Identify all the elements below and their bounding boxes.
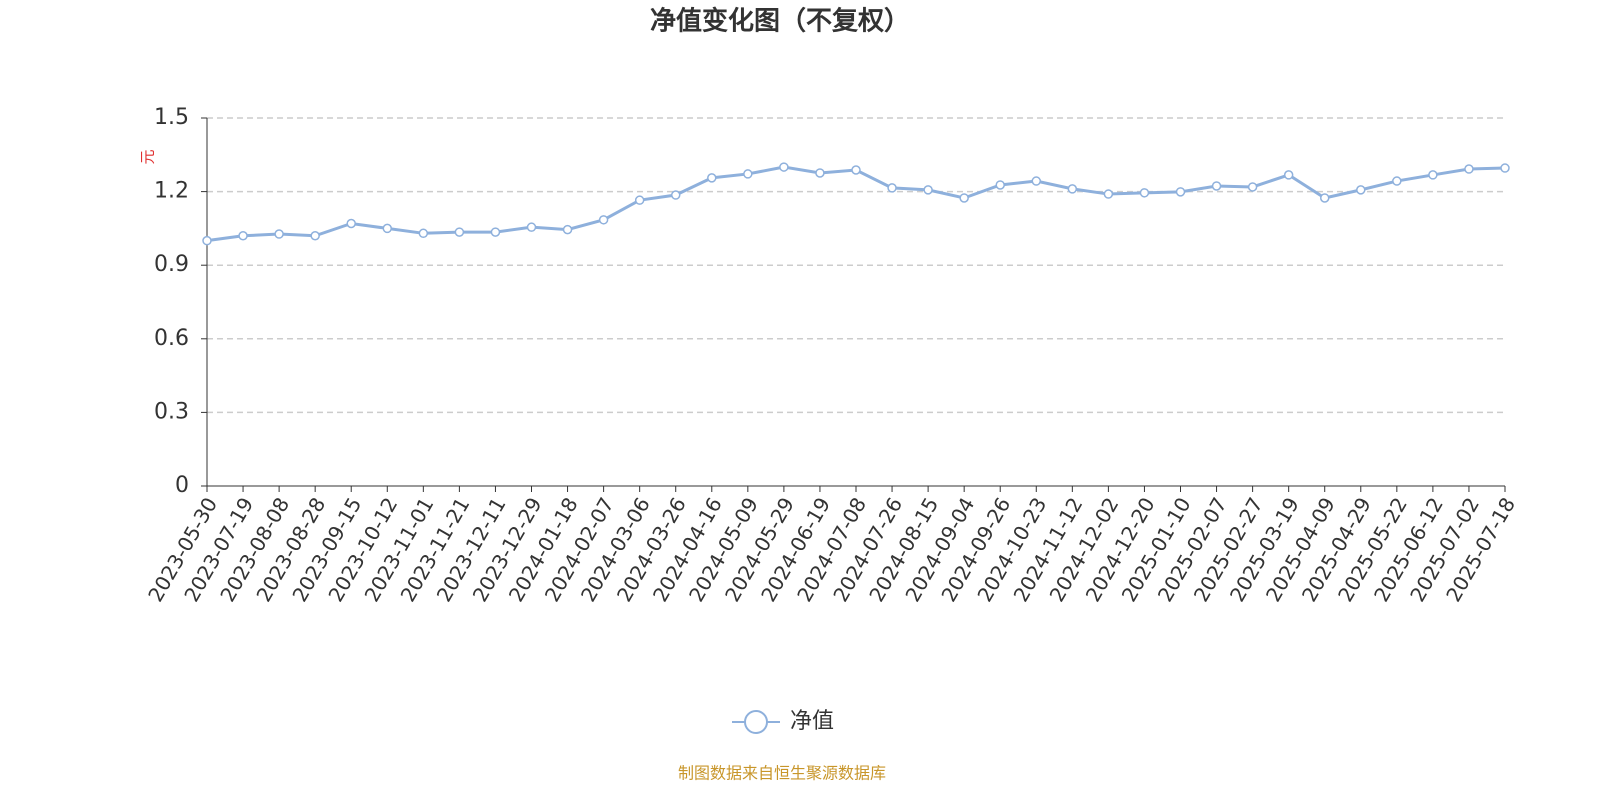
- point: [418, 228, 429, 239]
- line: [206, 165, 1506, 243]
- point: [887, 183, 897, 193]
- y-tick-label: 1.5: [154, 105, 189, 130]
- point: [923, 185, 933, 195]
- point: [598, 215, 609, 225]
- point: [1103, 189, 1114, 199]
- point: [454, 227, 465, 237]
- point: [382, 223, 393, 234]
- point: [1031, 176, 1042, 186]
- point: [815, 168, 825, 178]
- point: [1211, 181, 1222, 191]
- point: [526, 222, 537, 232]
- point: [202, 235, 212, 246]
- point: [959, 193, 969, 203]
- y-axis-label: 元: [139, 149, 157, 164]
- point: [346, 218, 356, 229]
- point: [670, 190, 681, 200]
- y-tick-label: 0.6: [154, 326, 189, 351]
- point: [1175, 187, 1186, 197]
- point: [1247, 182, 1258, 192]
- chart-title: 净值变化图（不复权）: [650, 6, 910, 37]
- point: [562, 224, 573, 235]
- y-tick-label: 0.9: [154, 252, 189, 277]
- legend-label: 净值: [790, 709, 834, 734]
- point: [1283, 170, 1294, 180]
- y-tick-label: 1.2: [154, 179, 189, 204]
- point: [1067, 184, 1078, 194]
- point: [310, 231, 320, 241]
- y-tick-label: 0: [175, 473, 189, 498]
- point: [274, 229, 284, 239]
- point: [634, 195, 645, 205]
- legend-marker: [744, 710, 768, 734]
- source-note: 制图数据来自恒生聚源数据库: [678, 764, 886, 783]
- point: [995, 180, 1005, 190]
- point: [238, 231, 248, 241]
- point: [1428, 170, 1438, 180]
- y-tick-label: 0.3: [154, 399, 189, 424]
- point: [1500, 163, 1510, 173]
- point: [743, 169, 753, 179]
- point: [1464, 164, 1474, 174]
- point: [779, 162, 789, 172]
- point: [1319, 193, 1330, 203]
- point: [1356, 185, 1366, 195]
- point: [1139, 188, 1150, 198]
- point: [851, 165, 861, 175]
- point: [707, 173, 717, 183]
- point: [490, 227, 501, 237]
- point: [1392, 176, 1402, 186]
